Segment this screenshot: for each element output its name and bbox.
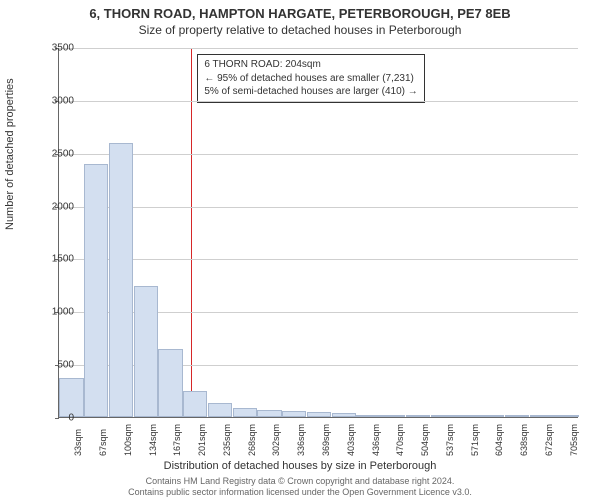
- gridline: [59, 101, 578, 102]
- bar: [134, 286, 158, 417]
- bar: [208, 403, 232, 417]
- bar: [59, 378, 83, 417]
- x-tick-label: 638sqm: [519, 424, 529, 456]
- x-tick-label: 403sqm: [346, 424, 356, 456]
- x-tick-label: 470sqm: [395, 424, 405, 456]
- bar: [455, 415, 479, 417]
- reference-line: [191, 48, 192, 417]
- y-tick-label: 2000: [34, 201, 74, 212]
- plot-rect: 6 THORN ROAD: 204sqm ← 95% of detached h…: [58, 48, 578, 418]
- x-tick-label: 100sqm: [123, 424, 133, 456]
- y-axis-label: Number of detached properties: [4, 78, 16, 230]
- y-tick-label: 3500: [34, 43, 74, 54]
- x-tick-label: 571sqm: [470, 424, 480, 456]
- bar: [554, 415, 578, 417]
- chart-container: 6, THORN ROAD, HAMPTON HARGATE, PETERBOR…: [0, 0, 600, 500]
- bar: [84, 164, 108, 417]
- gridline: [59, 207, 578, 208]
- y-tick-label: 1000: [34, 307, 74, 318]
- chart-subtitle: Size of property relative to detached ho…: [0, 23, 600, 37]
- bar: [257, 410, 281, 417]
- bar: [332, 413, 356, 417]
- x-tick-label: 33sqm: [73, 429, 83, 456]
- y-tick-label: 2500: [34, 148, 74, 159]
- x-tick-label: 201sqm: [197, 424, 207, 456]
- bar: [183, 391, 207, 417]
- bar: [406, 415, 430, 417]
- annotation-line-2: ← 95% of detached houses are smaller (7,…: [204, 72, 417, 86]
- bar: [158, 349, 182, 417]
- gridline: [59, 48, 578, 49]
- bar: [480, 415, 504, 417]
- bar: [233, 408, 257, 418]
- x-axis-label: Distribution of detached houses by size …: [0, 460, 600, 472]
- x-tick-label: 336sqm: [296, 424, 306, 456]
- gridline: [59, 154, 578, 155]
- bar: [307, 412, 331, 417]
- bar: [530, 415, 554, 417]
- x-tick-label: 302sqm: [271, 424, 281, 456]
- x-tick-label: 504sqm: [420, 424, 430, 456]
- footer-line-2: Contains public sector information licen…: [0, 487, 600, 498]
- x-tick-label: 235sqm: [222, 424, 232, 456]
- footer: Contains HM Land Registry data © Crown c…: [0, 476, 600, 499]
- bar: [356, 415, 380, 417]
- x-tick-label: 67sqm: [98, 429, 108, 456]
- bar: [431, 415, 455, 417]
- annotation-line-1: 6 THORN ROAD: 204sqm: [204, 58, 417, 72]
- bar: [109, 143, 133, 417]
- y-tick-label: 1500: [34, 254, 74, 265]
- bar: [381, 415, 405, 417]
- y-tick-label: 500: [34, 360, 74, 371]
- annotation-box: 6 THORN ROAD: 204sqm ← 95% of detached h…: [197, 54, 424, 103]
- x-tick-label: 369sqm: [321, 424, 331, 456]
- footer-line-1: Contains HM Land Registry data © Crown c…: [0, 476, 600, 487]
- x-tick-label: 672sqm: [544, 424, 554, 456]
- annotation-line-3: 5% of semi-detached houses are larger (4…: [204, 85, 417, 99]
- x-tick-label: 268sqm: [247, 424, 257, 456]
- x-tick-label: 604sqm: [494, 424, 504, 456]
- bar: [282, 411, 306, 417]
- x-tick-label: 134sqm: [148, 424, 158, 456]
- x-tick-label: 705sqm: [569, 424, 579, 456]
- x-tick-label: 167sqm: [172, 424, 182, 456]
- x-tick-label: 537sqm: [445, 424, 455, 456]
- y-tick-label: 0: [34, 413, 74, 424]
- x-tick-label: 436sqm: [371, 424, 381, 456]
- gridline: [59, 259, 578, 260]
- plot-area: 6 THORN ROAD: 204sqm ← 95% of detached h…: [58, 48, 578, 418]
- chart-title-address: 6, THORN ROAD, HAMPTON HARGATE, PETERBOR…: [0, 0, 600, 21]
- y-tick-label: 3000: [34, 95, 74, 106]
- bar: [505, 415, 529, 417]
